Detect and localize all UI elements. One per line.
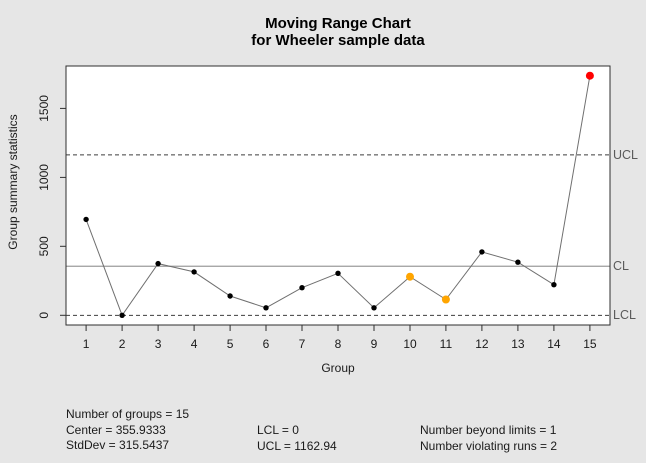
y-tick-label: 1000 [37, 164, 51, 191]
x-tick-label: 2 [119, 337, 126, 351]
y-tick-label: 500 [37, 236, 51, 256]
data-point [479, 249, 485, 255]
x-tick-label: 5 [227, 337, 234, 351]
plot-background [66, 66, 610, 325]
data-point [119, 312, 125, 318]
stat-beyond-limits: Number beyond limits = 1 [420, 423, 557, 437]
chart-title-block: Moving Range Chart for Wheeler sample da… [66, 15, 610, 49]
x-tick-label: 1 [83, 337, 90, 351]
x-tick-label: 3 [155, 337, 162, 351]
data-point [371, 305, 377, 311]
stats-column-left: Number of groups = 15 Center = 355.9333 … [66, 407, 189, 454]
data-point [515, 259, 521, 265]
x-tick-label: 12 [475, 337, 489, 351]
x-tick-label: 4 [191, 337, 198, 351]
x-tick-label: 6 [263, 337, 270, 351]
data-point [335, 270, 341, 276]
stat-center: Center = 355.9333 [66, 422, 166, 437]
stat-number-of-groups: Number of groups = 15 [66, 407, 190, 421]
stats-column-middle: LCL = 0 UCL = 1162.94 [257, 423, 337, 454]
x-tick-label: 8 [335, 337, 342, 351]
chart-subtitle: for Wheeler sample data [251, 32, 425, 49]
y-tick-label: 1500 [37, 95, 51, 122]
y-axis-label: Group summary statistics [6, 114, 20, 250]
cl-line-label: CL [613, 259, 629, 274]
data-point-violating-run [406, 272, 414, 281]
lcl-line-label: LCL [613, 308, 636, 323]
stat-ucl: UCL = 1162.94 [257, 438, 337, 453]
data-point [227, 293, 233, 299]
data-point [263, 305, 269, 311]
ucl-line-label: UCL [613, 147, 639, 162]
x-tick-label: 13 [511, 337, 525, 351]
stat-violating-runs: Number violating runs = 2 [420, 438, 558, 453]
x-tick-label: 11 [440, 337, 453, 351]
chart-title: Moving Range Chart [265, 15, 411, 32]
data-point [551, 282, 557, 288]
data-point-violating-run [441, 295, 450, 304]
data-point [83, 216, 89, 223]
stat-stddev: StdDev = 315.5437 [66, 438, 170, 452]
x-tick-label: 9 [371, 337, 378, 351]
stats-column-right: Number beyond limits = 1 Number violatin… [420, 423, 557, 454]
data-point-beyond-limits [585, 71, 594, 80]
data-point [299, 285, 305, 291]
stat-lcl: LCL = 0 [257, 423, 299, 437]
data-point [155, 260, 161, 267]
x-tick-label: 15 [583, 337, 597, 351]
x-tick-label: 10 [403, 337, 417, 351]
data-point [191, 269, 197, 275]
x-tick-label: 7 [299, 337, 306, 351]
y-tick-label: 0 [37, 312, 51, 319]
x-axis-label: Group [321, 361, 355, 375]
x-tick-label: 14 [547, 337, 561, 351]
